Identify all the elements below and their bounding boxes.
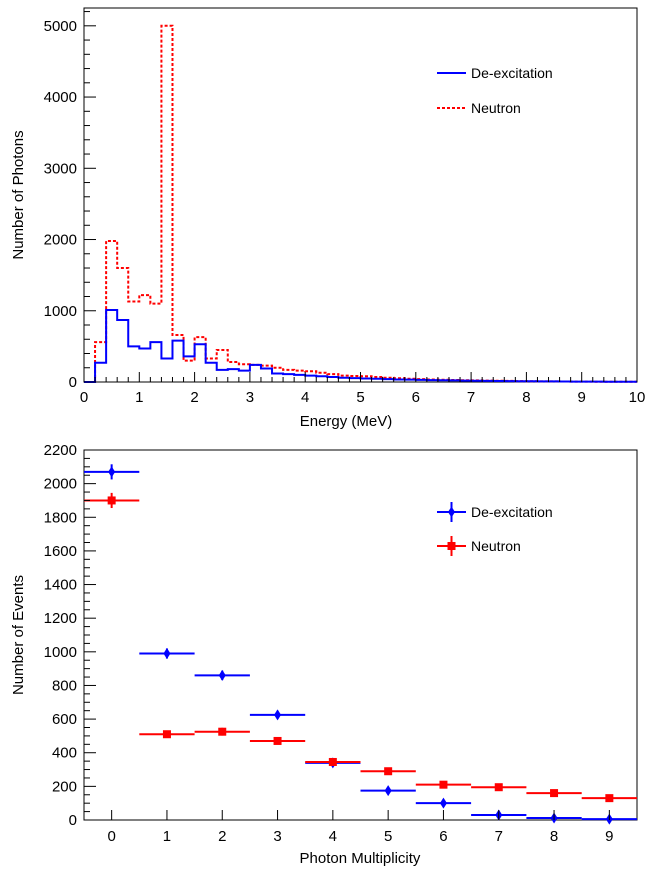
energy-y-tick-label: 0 — [69, 374, 77, 391]
energy-x-tick-label: 3 — [246, 389, 254, 406]
energy-x-tick-label: 8 — [522, 389, 530, 406]
mult-y-tick-label: 1200 — [44, 610, 77, 627]
multiplicity-x-axis-label: Photon Multiplicity — [300, 850, 421, 867]
mult-x-tick-label: 2 — [218, 828, 226, 845]
multiplicity-axes-layer: 0 1 2 3 4 5 6 7 8 9 0 200 400 600 800 1000 1200 1400 1600 1… — [44, 442, 614, 845]
mult-x-tick-label: 6 — [439, 828, 447, 845]
energy-legend-neutron-label: Neutron — [471, 100, 521, 116]
mult-deexcitation-point — [163, 648, 171, 659]
energy-series-layer — [84, 24, 637, 383]
energy-y-tick-label: 1000 — [44, 303, 77, 320]
mult-y-tick-label: 1400 — [44, 577, 77, 594]
multiplicity-legend-neutron-label: Neutron — [471, 538, 521, 554]
energy-x-tick-label: 0 — [80, 389, 88, 406]
multiplicity-series-layer — [84, 464, 637, 825]
mult-neutron-point — [384, 767, 393, 776]
mult-neutron-point — [162, 730, 171, 739]
mult-y-tick-label: 1800 — [44, 509, 77, 526]
energy-legend: De-excitation Neutron — [437, 65, 553, 116]
mult-neutron-point — [218, 727, 227, 736]
energy-x-axis-label: Energy (MeV) — [300, 413, 393, 430]
mult-neutron-point — [605, 794, 614, 803]
energy-y-tick-label: 4000 — [44, 89, 77, 106]
energy-y-tick-label: 2000 — [44, 232, 77, 249]
mult-x-tick-label: 7 — [495, 828, 503, 845]
energy-x-tick-label: 7 — [467, 389, 475, 406]
energy-x-tick-label: 6 — [412, 389, 420, 406]
multiplicity-y-axis-label: Number of Events — [10, 575, 27, 695]
mult-x-tick-label: 5 — [384, 828, 392, 845]
mult-x-tick-label: 3 — [273, 828, 281, 845]
energy-spectrum-panel: 0 1 2 3 4 5 6 7 8 9 10 0 1000 2000 3000 4000 5000 Energy… — [10, 7, 646, 430]
mult-x-tick-label: 9 — [605, 828, 613, 845]
multiplicity-legend-deexcitation-label: De-excitation — [471, 504, 553, 520]
mult-y-tick-label: 0 — [69, 812, 77, 829]
mult-neutron-point — [328, 757, 337, 766]
multiplicity-legend: De-excitation Neutron — [437, 502, 553, 556]
energy-x-tick-label: 2 — [190, 389, 198, 406]
energy-y-tick-label: 3000 — [44, 160, 77, 177]
mult-y-tick-label: 400 — [52, 745, 77, 762]
energy-x-tick-label: 4 — [301, 389, 309, 406]
energy-x-tick-label: 1 — [135, 389, 143, 406]
mult-neutron-point — [439, 780, 448, 789]
mult-y-tick-label: 2200 — [44, 442, 77, 459]
energy-legend-deexcitation-label: De-excitation — [471, 65, 553, 81]
mult-neutron-point — [494, 783, 503, 792]
energy-axes-layer: 0 1 2 3 4 5 6 7 8 9 10 0 1000 2000 3000 4000 5000 — [44, 11, 646, 406]
mult-y-tick-label: 200 — [52, 778, 77, 795]
mult-x-tick-label: 1 — [163, 828, 171, 845]
energy-series-deexcitation-step-line — [84, 309, 637, 383]
mult-neutron-point — [273, 736, 282, 745]
energy-x-tick-label: 10 — [629, 389, 646, 406]
mult-deexcitation-point — [439, 797, 447, 809]
mult-deexcitation-point — [384, 785, 392, 797]
energy-y-axis-label: Number of Photons — [10, 130, 27, 259]
energy-plot-frame — [83, 7, 638, 383]
mult-x-tick-label: 4 — [329, 828, 337, 845]
multiplicity-panel: 0 1 2 3 4 5 6 7 8 9 0 200 400 600 800 1000 1200 1400 1600 1… — [10, 442, 638, 867]
energy-x-tick-label: 5 — [356, 389, 364, 406]
mult-deexcitation-point — [218, 669, 226, 681]
mult-deexcitation-point — [274, 709, 282, 721]
energy-y-tick-label: 5000 — [44, 18, 77, 35]
mult-y-tick-label: 1000 — [44, 644, 77, 661]
mult-y-tick-label: 1600 — [44, 543, 77, 560]
mult-y-tick-label: 600 — [52, 711, 77, 728]
mult-y-tick-label: 800 — [52, 677, 77, 694]
energy-x-tick-label: 9 — [578, 389, 586, 406]
mult-neutron-point — [107, 496, 116, 505]
mult-neutron-point — [550, 789, 559, 798]
multiplicity-plot-frame — [83, 449, 638, 821]
mult-y-tick-label: 2000 — [44, 476, 77, 493]
mult-legend-deexcitation-marker — [448, 506, 455, 518]
mult-legend-neutron-marker — [447, 542, 456, 550]
mult-x-tick-label: 0 — [107, 828, 115, 845]
mult-x-tick-label: 8 — [550, 828, 558, 845]
mult-deexcitation-point — [108, 466, 116, 478]
